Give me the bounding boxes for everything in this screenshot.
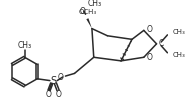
Text: OCH₃: OCH₃ (78, 9, 96, 15)
Polygon shape (86, 18, 92, 29)
Text: CH₃: CH₃ (173, 53, 185, 59)
Text: O: O (147, 25, 152, 34)
Text: O: O (147, 53, 152, 62)
Text: CH₃: CH₃ (173, 29, 185, 35)
Text: CH₃: CH₃ (18, 41, 32, 50)
Text: CH₃: CH₃ (87, 0, 102, 8)
Text: O: O (80, 7, 86, 16)
Text: O: O (56, 90, 62, 99)
Text: S: S (51, 76, 57, 86)
Text: C: C (158, 39, 164, 48)
Text: O: O (45, 90, 51, 99)
Text: O: O (58, 73, 64, 82)
